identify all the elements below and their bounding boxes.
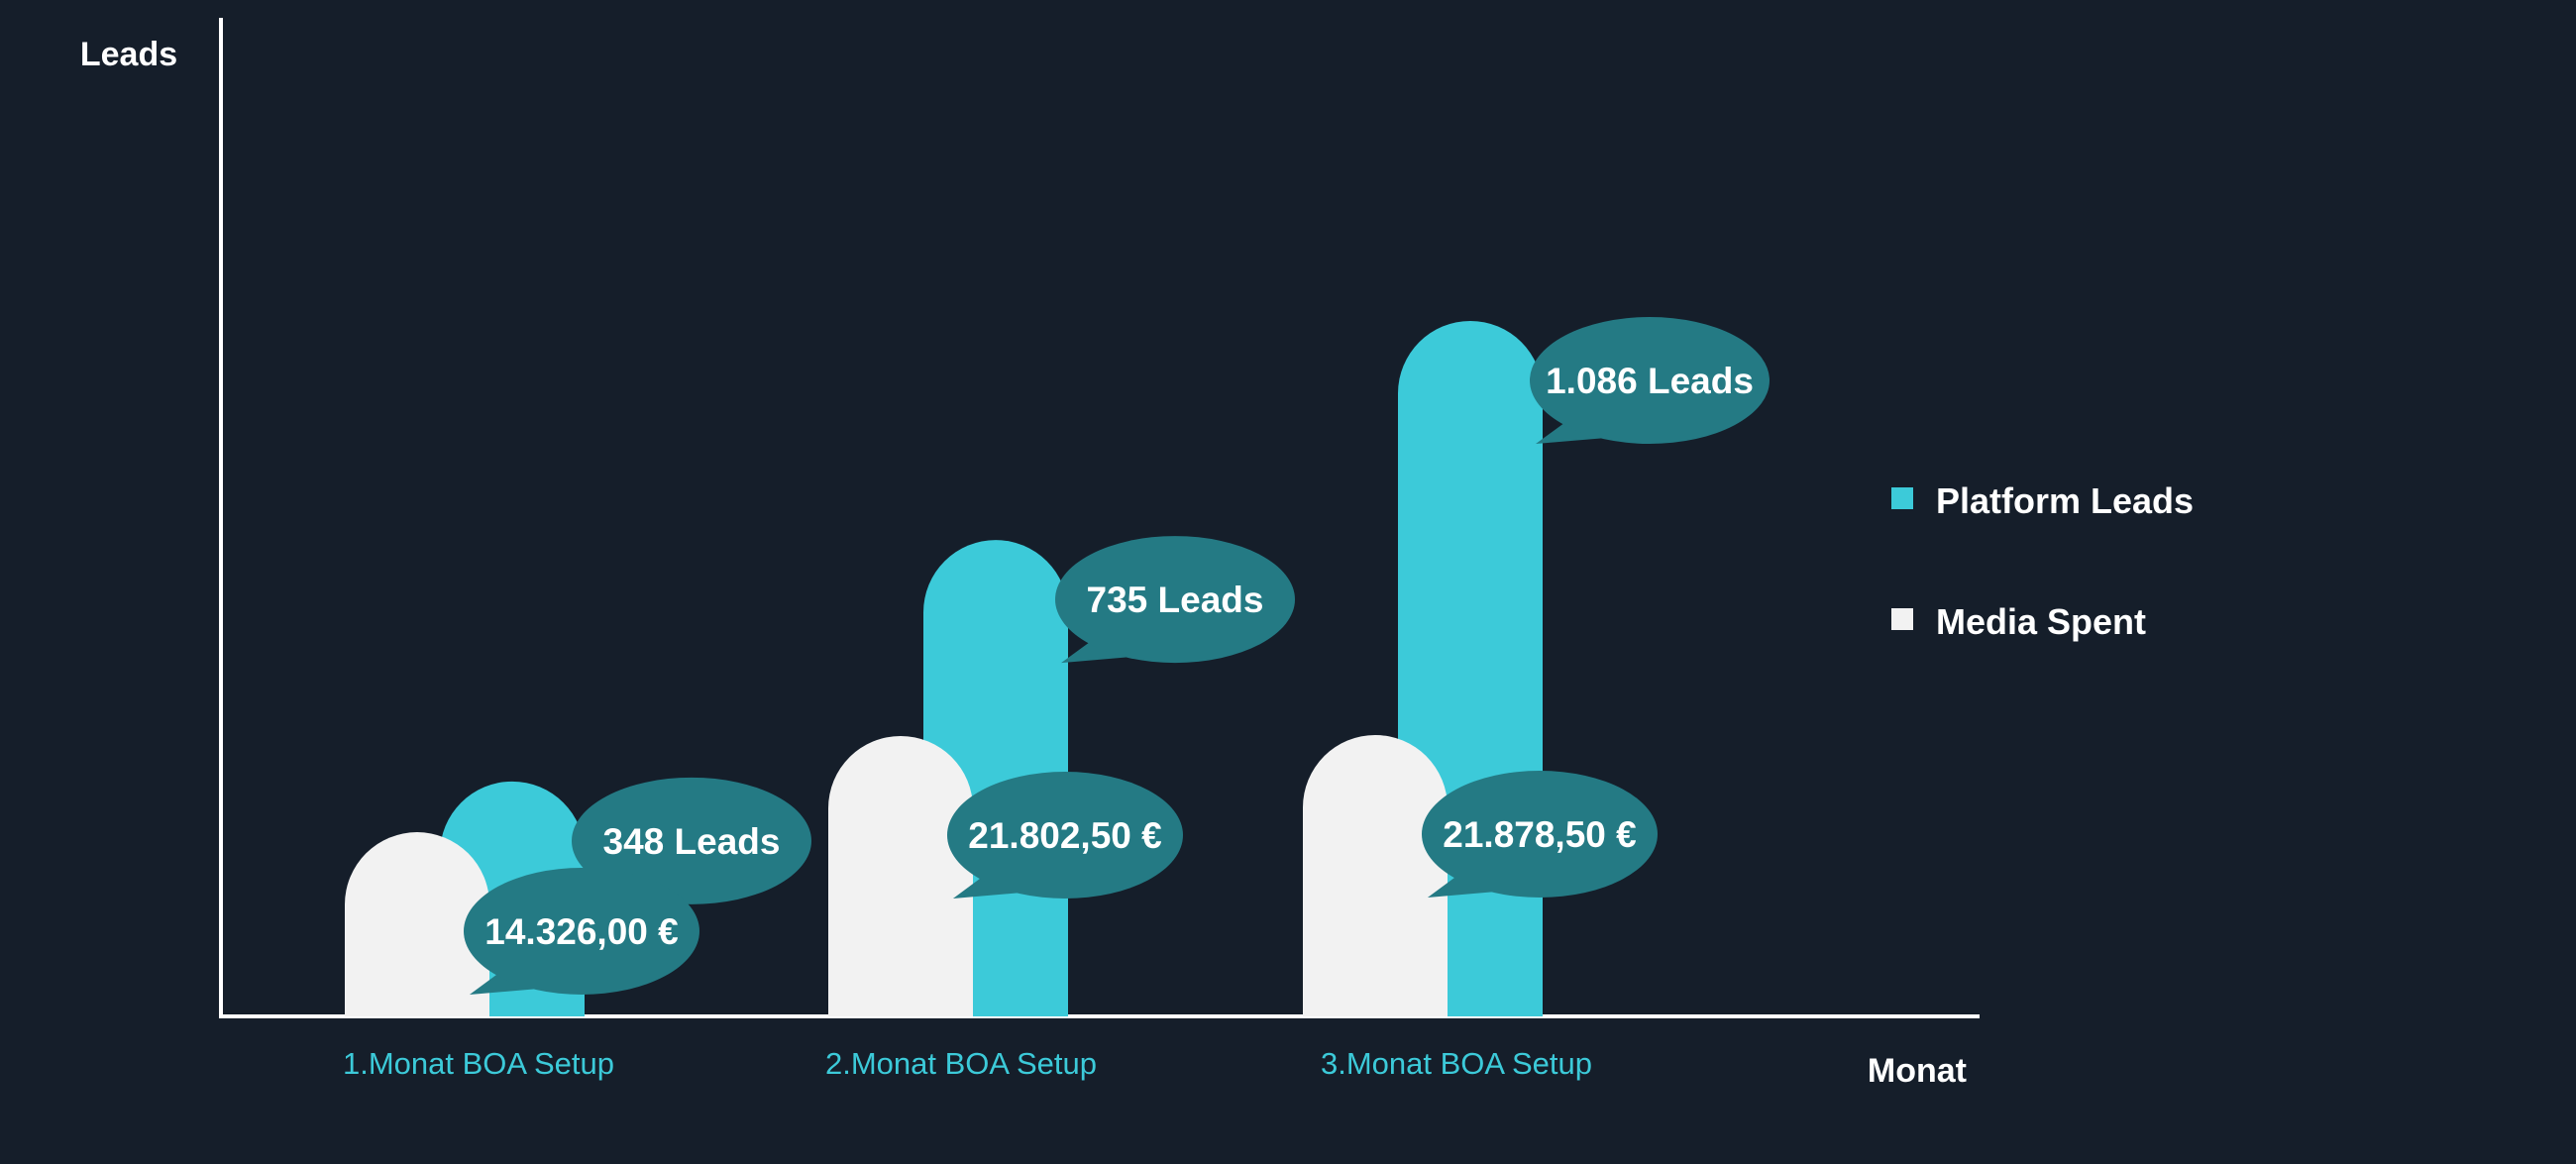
media-spent-data-label: 21.802,50 €	[968, 815, 1161, 856]
legend-label-platform-leads: Platform Leads	[1936, 480, 2194, 521]
media-spent-bar	[1303, 735, 1448, 1016]
platform-leads-data-label-bubble	[1530, 317, 1770, 444]
platform-leads-data-label-bubble	[572, 777, 811, 904]
chart-marks: 1.Monat BOA Setup 2.Monat BOA Setup 3.Mona…	[343, 317, 1770, 1081]
media-spent-data-label-group: 14.326,00 €	[464, 868, 699, 996]
x-tick-label: 3.Monat BOA Setup	[1321, 1046, 1592, 1081]
platform-leads-data-label-group: 348 Leads	[572, 777, 811, 904]
platform-leads-data-label: 1.086 Leads	[1546, 361, 1754, 401]
y-axis-label: Leads	[80, 36, 177, 73]
platform-leads-data-label: 348 Leads	[603, 821, 781, 862]
legend-swatch-platform-leads	[1891, 487, 1913, 509]
media-spent-data-label: 21.878,50 €	[1443, 814, 1636, 855]
media-spent-bar	[345, 832, 489, 1016]
media-spent-data-label: 14.326,00 €	[484, 911, 678, 952]
platform-leads-data-label-group: 1.086 Leads	[1530, 317, 1770, 444]
platform-leads-data-label-group: 735 Leads	[1055, 536, 1295, 664]
media-spent-data-label-bubble	[1422, 771, 1658, 898]
platform-leads-data-label-bubble	[1055, 536, 1295, 664]
media-spent-data-label-group: 21.802,50 €	[947, 771, 1183, 899]
media-spent-data-label-bubble	[947, 771, 1183, 899]
x-tick-label: 2.Monat BOA Setup	[825, 1046, 1097, 1081]
legend-swatch-media-spent	[1891, 608, 1913, 630]
media-spent-bar	[828, 735, 973, 1016]
legend-label-media-spent: Media Spent	[1936, 601, 2146, 642]
platform-leads-data-label: 735 Leads	[1087, 580, 1264, 620]
media-spent-data-label-group: 21.878,50 €	[1422, 771, 1658, 898]
media-spent-data-label-bubble	[464, 868, 699, 996]
chart-legend: Platform Leads Media Spent	[1891, 480, 2194, 642]
x-tick-label: 1.Monat BOA Setup	[343, 1046, 614, 1081]
x-axis-label: Monat	[1868, 1052, 1967, 1090]
